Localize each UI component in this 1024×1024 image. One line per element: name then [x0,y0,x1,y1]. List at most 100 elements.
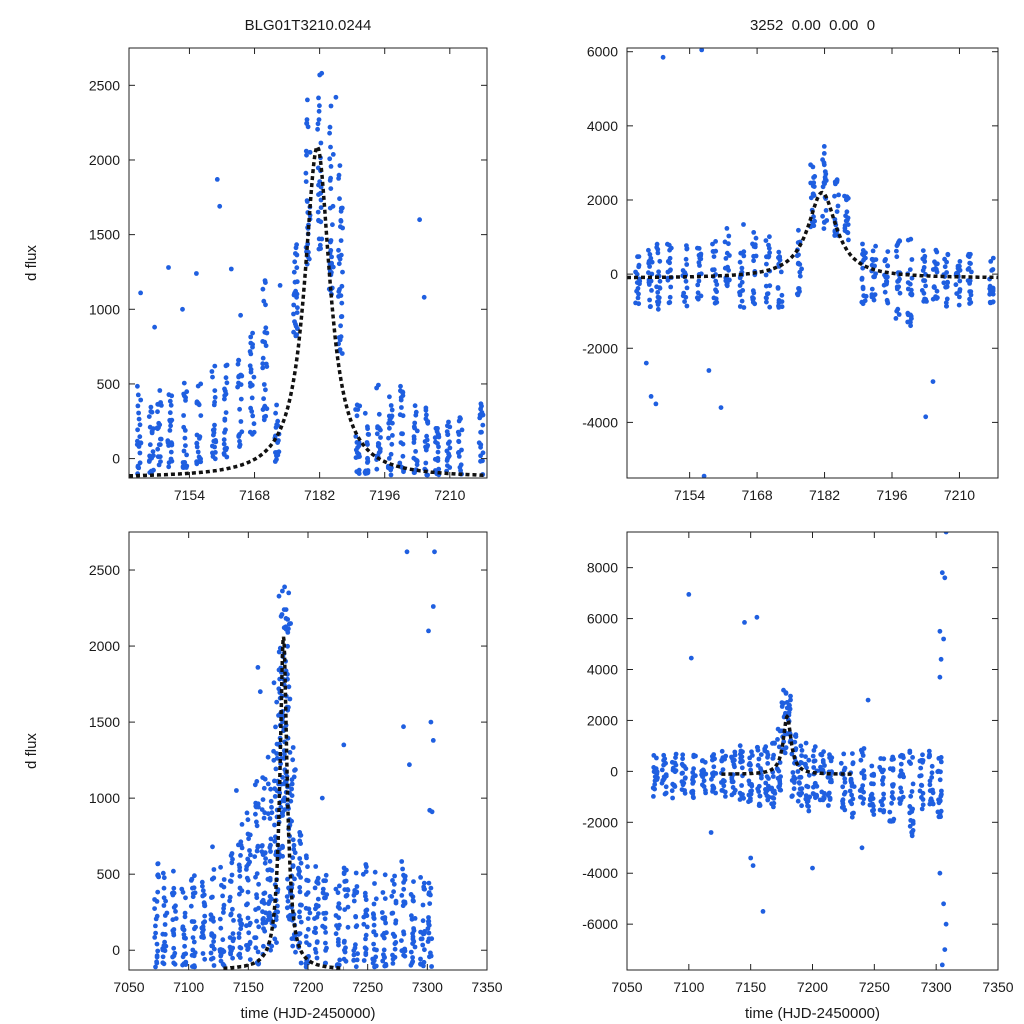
data-point [148,404,154,410]
data-point [327,130,332,136]
data-point [680,752,686,758]
data-point [223,375,229,381]
data-point [859,275,865,281]
data-point [870,248,876,254]
data-point [909,291,915,297]
data-point [314,914,320,920]
y-tick-label: 2000 [587,192,618,208]
data-point [869,763,875,769]
data-point [695,245,700,251]
data-point [380,890,386,895]
data-point [799,748,805,753]
data-point [267,845,273,850]
data-point [276,449,282,455]
data-point [778,269,784,275]
data-point [811,784,816,790]
data-point [764,299,769,305]
data-point [899,789,904,795]
data-point [391,881,397,887]
data-point [897,276,902,282]
data-point-outlier [937,870,943,876]
data-point [338,252,344,258]
y-tick-label: 0 [112,451,120,467]
data-point [323,948,328,953]
data-point [194,400,200,406]
data-point [161,885,167,891]
data-point [249,409,255,414]
data-point [919,795,924,800]
data-point [747,755,753,761]
data-point-outlier [706,368,712,373]
data-point [217,916,223,922]
data-point [898,753,903,759]
data-point [337,196,342,202]
data-point [282,795,287,801]
data-point [382,872,388,878]
data-point [316,108,322,114]
data-point [821,226,827,232]
data-point [810,164,816,170]
data-point [160,960,166,966]
x-axis-label: time (HJD-2450000) [240,1005,375,1022]
data-point [330,222,335,228]
data-point [272,459,278,464]
data-point [425,472,430,478]
data-point [779,304,785,310]
data-point [811,748,817,753]
data-point [328,186,334,192]
data-point [160,870,166,876]
model-fit-curve [129,143,487,478]
data-point [231,918,236,923]
data-point [905,312,911,318]
data-point [155,454,161,460]
data-point [878,767,884,773]
plot-frame [128,531,488,971]
panel-title: BLG01T3210.0244 [245,17,372,34]
data-point-outlier [255,665,261,670]
data-point [171,945,177,951]
data-point [748,791,754,797]
data-point [755,745,760,750]
data-point [842,776,848,782]
data-point [285,617,291,622]
data-point [803,796,809,802]
data-point [719,748,725,754]
x-tick-label: 7250 [352,979,383,995]
data-point [392,941,398,947]
data-point [820,797,826,803]
data-point [218,958,224,964]
data-point [171,890,177,896]
data-point-outlier [810,865,815,871]
data-point [990,267,996,272]
data-point [910,755,915,760]
data-point [161,903,167,908]
data-point [154,425,160,431]
data-point [755,786,761,792]
data-point [651,794,656,799]
data-point [372,869,378,875]
data-point [323,930,328,935]
data-point [236,862,242,868]
data-point [399,405,404,410]
data-point [869,286,875,292]
data-point [410,894,416,900]
data-point [722,265,728,271]
data-point [419,936,425,942]
data-point [182,460,188,465]
data-point [684,246,690,252]
data-point [323,910,329,916]
data-point [351,892,357,898]
data-point [726,233,732,239]
data-point [248,351,254,357]
data-point [891,816,897,822]
data-point-outlier [942,947,948,952]
data-point [297,889,303,895]
data-point [757,803,763,808]
data-point [362,410,368,416]
data-point [274,402,279,408]
data-point-outlier [333,94,339,100]
data-point [336,176,341,181]
data-point [654,241,660,247]
data-point [255,949,261,955]
data-point [289,793,295,798]
